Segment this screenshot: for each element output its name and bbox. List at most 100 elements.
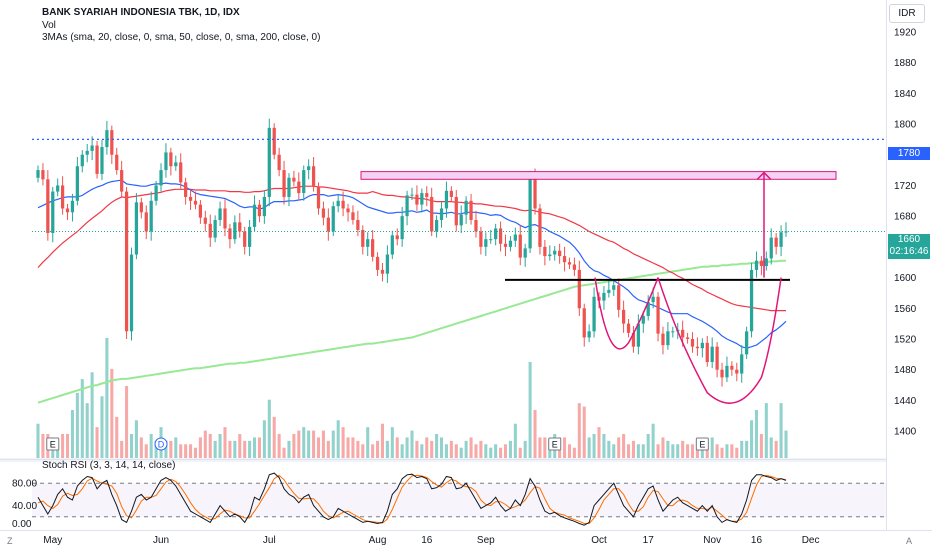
candle-body [321, 208, 326, 218]
volume-bar [218, 434, 222, 458]
volume-bar [154, 440, 158, 458]
last-price-label: 1660 02:16:46 [888, 234, 930, 259]
candle [238, 213, 242, 238]
candle [110, 125, 114, 164]
volume-bar [533, 410, 537, 458]
x-tick-label: 16 [421, 535, 433, 546]
candle [420, 188, 424, 213]
volume-bar [277, 434, 281, 458]
candle-body [410, 194, 414, 196]
candle [277, 147, 281, 177]
candle-body [51, 191, 55, 234]
candle-body [479, 231, 483, 247]
candle [228, 223, 232, 249]
candle-body [134, 202, 139, 255]
candle-body [459, 214, 463, 226]
candle [326, 208, 330, 241]
candle-body [346, 208, 350, 213]
volume-bar [587, 437, 591, 458]
candle [262, 190, 266, 224]
candle-body [223, 208, 227, 229]
volume-bar [164, 440, 168, 458]
candle [129, 247, 134, 341]
volume-bar [567, 444, 571, 458]
auto-scale-icon[interactable]: A [906, 536, 913, 546]
candle [41, 163, 45, 186]
volume-bar [764, 403, 768, 458]
target-arrow-head [756, 171, 772, 181]
currency-button[interactable]: IDR [889, 4, 925, 23]
volume-legend[interactable]: Vol [42, 20, 56, 31]
volume-bar [203, 430, 207, 458]
candle-body [602, 292, 606, 301]
candle [700, 338, 704, 358]
candle-body [730, 365, 734, 370]
volume-bar [179, 444, 183, 458]
candle [321, 201, 326, 226]
volume-bar [479, 440, 483, 458]
candle [558, 243, 562, 264]
candle-body [715, 346, 719, 370]
volume-bar [85, 403, 89, 458]
candle [105, 120, 109, 155]
candle [754, 251, 759, 278]
candle [188, 190, 193, 211]
volume-bar [577, 403, 581, 458]
candle-body [567, 262, 572, 265]
stoch-rsi-legend[interactable]: Stoch RSI (3, 3, 14, 14, close) [42, 460, 176, 471]
candle-body [705, 342, 709, 363]
candle-body [415, 194, 419, 205]
volume-bar [75, 392, 79, 458]
x-tick-label: 16 [751, 535, 763, 546]
volume-bar [528, 362, 532, 458]
volume-bar [267, 399, 271, 458]
candle [410, 187, 414, 201]
moving-averages-legend[interactable]: 3MAs (sma, 20, close, 0, sma, 50, close,… [42, 32, 321, 43]
volume-bar [464, 440, 468, 458]
candle [149, 191, 153, 241]
candle-body [380, 269, 385, 274]
candle [316, 182, 321, 215]
volume-bar [440, 437, 444, 458]
volume-bar [139, 437, 143, 458]
candle [341, 191, 345, 217]
candle [759, 256, 764, 276]
volume-bar [646, 434, 650, 458]
stoch-rsi-pane [32, 472, 886, 526]
candle [430, 187, 434, 237]
volume-bar [376, 440, 380, 458]
cup-curve [657, 277, 782, 404]
timezone-icon[interactable]: Z [7, 536, 13, 546]
candle [454, 190, 458, 232]
volume-bar [690, 444, 695, 458]
candle-body [213, 219, 217, 238]
candle-body [464, 200, 468, 215]
candle-body [80, 154, 84, 167]
x-tick-label: Jun [153, 535, 169, 546]
candle [567, 257, 572, 270]
x-tick-label: Aug [369, 535, 387, 546]
volume-bar [70, 410, 74, 458]
candle-body [498, 228, 503, 244]
candle-body [779, 232, 783, 247]
candle [297, 172, 301, 200]
volume-bar [243, 440, 247, 458]
stoch-d-series [37, 474, 787, 524]
candle-body [641, 315, 645, 324]
volume-bar [390, 427, 394, 458]
candle-body [36, 170, 40, 178]
volume-bar [193, 447, 197, 458]
candle [243, 226, 247, 255]
y-tick-label: 1480 [894, 365, 917, 376]
volume-bar [184, 444, 188, 458]
candle-body [484, 239, 488, 247]
candle-body [518, 234, 522, 258]
volume-bar [36, 423, 40, 458]
target-price-label: 1780 [888, 147, 930, 160]
candle [203, 210, 207, 232]
candle [154, 180, 158, 206]
candle-body [341, 200, 345, 209]
volume-bar [189, 444, 193, 458]
candle-body [336, 200, 340, 207]
